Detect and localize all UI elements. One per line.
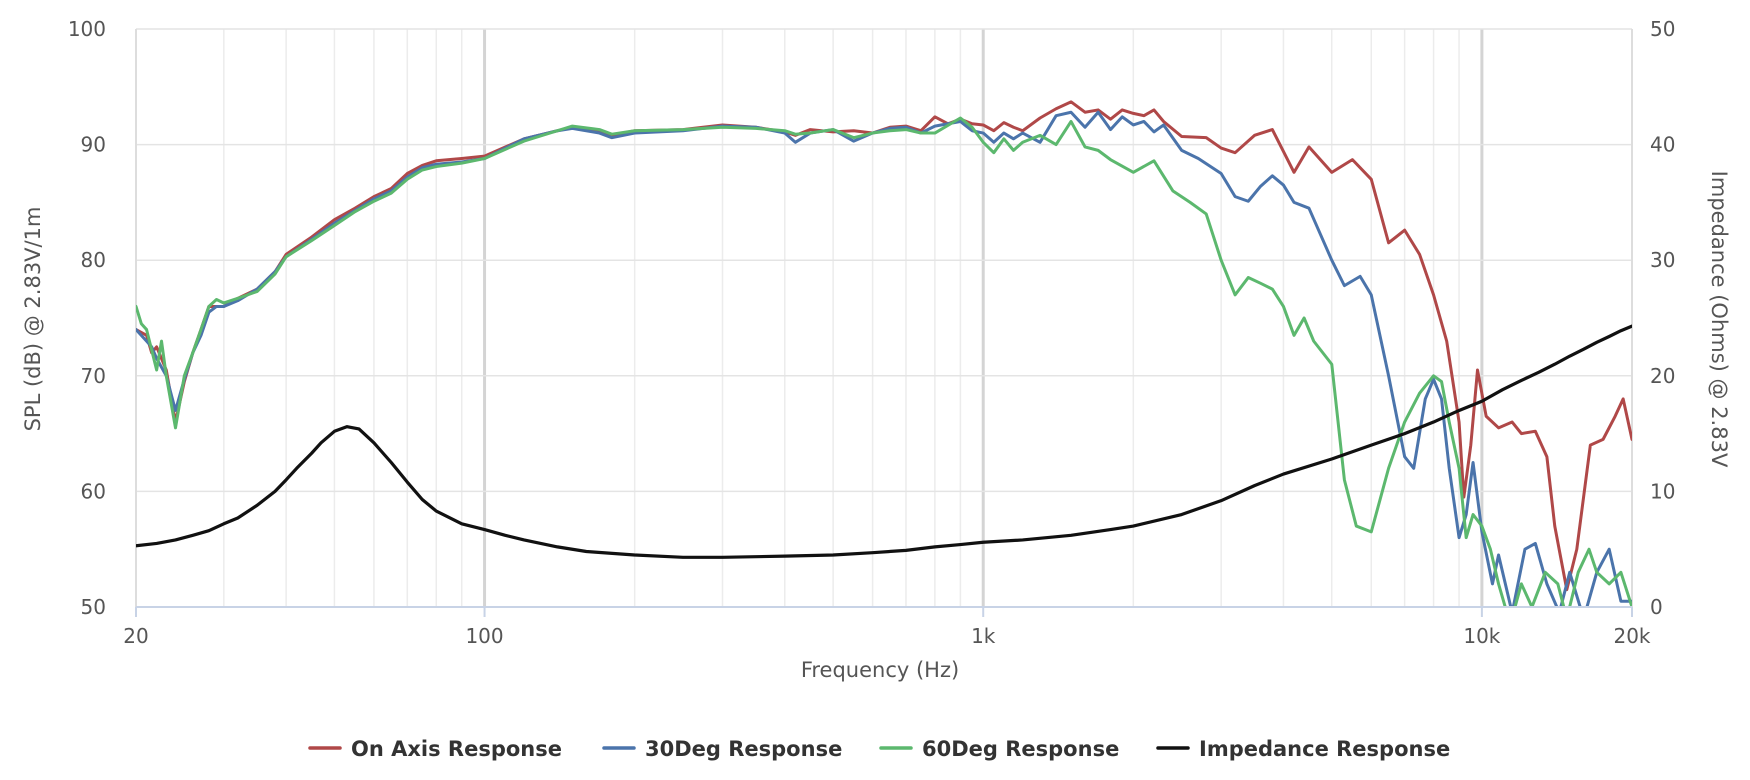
y-tick-label: 70 <box>81 364 106 388</box>
y2-tick-label: 50 <box>1650 17 1675 41</box>
axes: 20 100 1k 10k 20k 50 60 70 80 90 100 0 10 20 30 40 50 <box>68 17 1676 648</box>
y2-tick-label: 20 <box>1650 364 1675 388</box>
legend-label: 30Deg Response <box>645 737 842 761</box>
series-line-on-axis-response[interactable] <box>136 100 1632 592</box>
y-tick-label: 100 <box>68 17 106 41</box>
y-tick-label: 80 <box>81 248 106 272</box>
series-line-60deg-response[interactable] <box>136 116 1632 624</box>
x-tick-label: 20 <box>123 624 148 648</box>
x-tick-label: 100 <box>465 624 503 648</box>
legend-label: Impedance Response <box>1199 737 1450 761</box>
x-tick-label: 1k <box>971 624 996 648</box>
y-tick-label: 90 <box>81 133 106 157</box>
legend-item[interactable]: On Axis Response <box>308 737 562 761</box>
y2-tick-label: 10 <box>1650 479 1675 503</box>
y2-tick-label: 30 <box>1650 248 1675 272</box>
series-line-impedance-response[interactable] <box>136 324 1632 559</box>
y-axis-title: SPL (dB) @ 2.83V/1m <box>21 207 45 432</box>
series-area <box>136 100 1632 624</box>
legend-item[interactable]: 60Deg Response <box>879 737 1119 761</box>
x-tick-label: 10k <box>1463 624 1500 648</box>
legend-label: 60Deg Response <box>922 737 1119 761</box>
y-tick-label: 50 <box>81 595 106 619</box>
legend-label: On Axis Response <box>351 737 562 761</box>
series-line-30deg-response[interactable] <box>136 110 1632 618</box>
legend: On Axis Response 30Deg Response 60Deg Resp… <box>308 737 1450 761</box>
y-tick-label: 60 <box>81 479 106 503</box>
grid <box>135 28 1633 608</box>
x-tick-label: 20k <box>1613 624 1650 648</box>
legend-item[interactable]: 30Deg Response <box>602 737 842 761</box>
y2-tick-label: 0 <box>1650 595 1663 619</box>
y2-tick-label: 40 <box>1650 133 1675 157</box>
legend-item[interactable]: Impedance Response <box>1156 737 1450 761</box>
y2-axis-title: Impedance (Ohms) @ 2.83V <box>1707 171 1731 468</box>
x-axis-title: Frequency (Hz) <box>801 658 959 682</box>
